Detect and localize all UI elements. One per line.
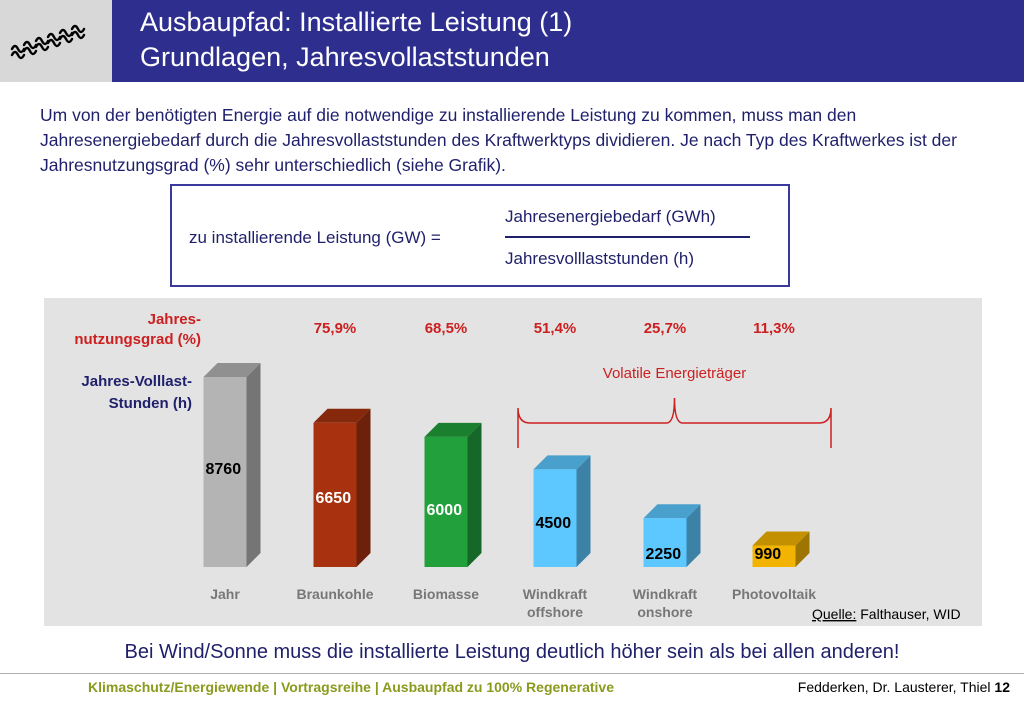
footer-series-title: Klimaschutz/Energiewende | Vortragsreihe… <box>88 679 614 695</box>
percent-label: 11,3% <box>753 320 795 337</box>
brace-label: Volatile Energieträger <box>603 365 746 382</box>
percent-label: 25,7% <box>644 320 687 337</box>
source-name: Falthauser, WID <box>856 606 960 622</box>
category-label: offshore <box>527 604 583 620</box>
footer-authors: Fedderken, Dr. Lausterer, Thiel 12 <box>798 679 1010 695</box>
source-prefix: Quelle: <box>812 606 856 622</box>
pct-row-label: nutzungsgrad (%) <box>74 331 201 348</box>
category-label: Photovoltaik <box>732 586 816 602</box>
percent-label: 51,4% <box>534 320 577 337</box>
bar-value-label: 6650 <box>316 490 352 507</box>
bar <box>424 436 468 567</box>
bar-value-label: 4500 <box>536 515 572 532</box>
bar-side <box>795 531 810 567</box>
hours-row-label: Jahres-Volllast- <box>81 373 192 390</box>
bar-side <box>246 363 261 567</box>
slide-subtitle: Grundlagen, Jahresvollaststunden <box>140 42 550 72</box>
fraction-line <box>505 236 750 238</box>
bar <box>752 545 796 567</box>
bar-top <box>643 504 701 519</box>
bar-top <box>752 531 810 546</box>
bar-side <box>576 455 591 567</box>
volatile-brace <box>517 397 832 448</box>
bar <box>203 377 247 567</box>
percent-label: 75,9% <box>314 320 357 337</box>
page-number: 12 <box>994 679 1010 695</box>
bar <box>313 422 357 567</box>
source-note: Quelle: Falthauser, WID <box>812 606 961 622</box>
bar-value-label: 6000 <box>427 502 463 519</box>
formula-denominator: Jahresvolllaststunden (h) <box>505 249 694 268</box>
bar-value-label: 990 <box>755 546 782 563</box>
category-label: Jahr <box>210 586 240 602</box>
category-label: Braunkohle <box>296 586 373 602</box>
bar-top <box>424 422 482 437</box>
logo <box>0 0 112 82</box>
category-label: Windkraft <box>523 586 588 602</box>
category-label: onshore <box>637 604 692 620</box>
intro-paragraph: Um von der benötigten Energie auf die no… <box>40 105 957 175</box>
percent-label: 68,5% <box>425 320 468 337</box>
category-label: Windkraft <box>633 586 698 602</box>
footer-author-names: Fedderken, Dr. Lausterer, Thiel <box>797 679 991 695</box>
formula-numerator: Jahresenergiebedarf (GWh) <box>505 207 716 226</box>
bar-top <box>313 408 371 423</box>
formula-box: zu installierende Leistung (GW) = Jahres… <box>170 184 790 287</box>
bar-chart: Jahres-nutzungsgrad (%) Jahres-Volllast- S… <box>74 311 961 622</box>
bar-value-label: 2250 <box>646 546 682 563</box>
pct-row-label: Jahres- <box>148 311 201 328</box>
bar-side <box>467 422 482 567</box>
bar <box>533 469 577 567</box>
title-bar: Ausbaupfad: Installierte Leistung (1) Gr… <box>112 0 1024 82</box>
slide-title: Ausbaupfad: Installierte Leistung (1) <box>140 7 573 37</box>
bar-side <box>686 504 701 567</box>
formula-lhs: zu installierende Leistung (GW) = <box>189 228 441 247</box>
bar <box>643 518 687 567</box>
wave-logo-icon <box>10 24 86 60</box>
category-label: Biomasse <box>413 586 479 602</box>
conclusion-statement: Bei Wind/Sonne muss die installierte Lei… <box>124 641 900 663</box>
bar-side <box>356 408 371 567</box>
hours-row-label: Stunden (h) <box>109 395 192 412</box>
bar-top <box>203 363 261 377</box>
bar-top <box>533 455 591 470</box>
footer-divider <box>0 673 1024 674</box>
bar-value-label: 8760 <box>206 461 242 478</box>
full-load-hours-chart: Jahres-nutzungsgrad (%) Jahres-Volllast- S… <box>44 298 982 626</box>
